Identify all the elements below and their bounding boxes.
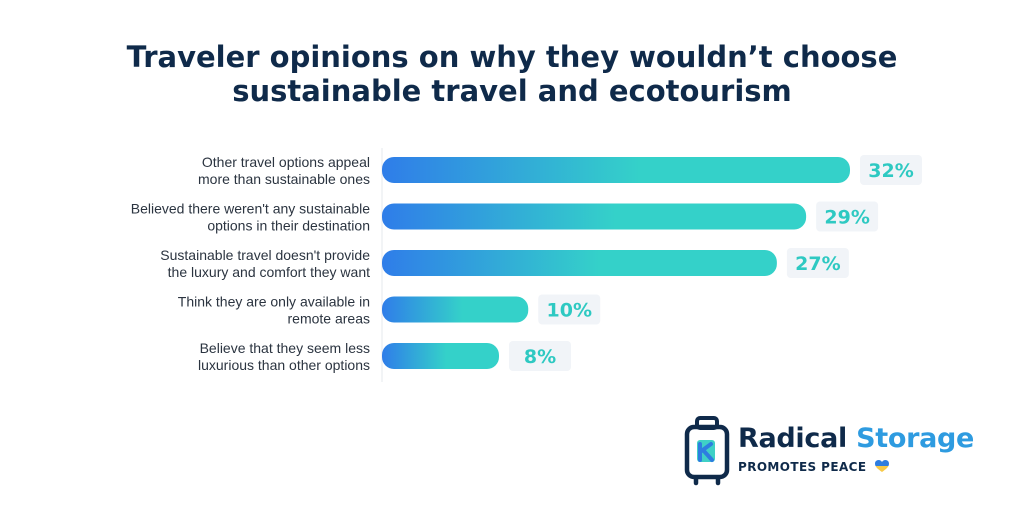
category-label: Believe that they seem less luxurious tha…	[198, 340, 370, 373]
category-label: Believed there weren't any sustainable op…	[131, 201, 370, 234]
chart-title-line-1: Traveler opinions on why they wouldn’t c…	[126, 40, 898, 74]
value-label-bg	[509, 341, 571, 371]
value-label: 27%	[795, 253, 840, 275]
brand-tagline: PROMOTES PEACE	[738, 460, 890, 474]
brand-name: Radical Storage	[738, 424, 974, 454]
category-label: Sustainable travel doesn't provide the lu…	[160, 247, 370, 280]
heart-icon	[875, 460, 890, 472]
value-label: 10%	[547, 300, 592, 322]
value-label-bg	[816, 201, 879, 232]
value-label: 29%	[824, 207, 869, 229]
brand-name-part1: Radical	[738, 423, 847, 454]
chart-title: Traveler opinions on why they wouldn’t c…	[0, 40, 1024, 108]
value-label: 8%	[524, 346, 556, 368]
chart-title-line-2: sustainable travel and ecotourism	[232, 74, 792, 108]
brand-tagline-text: PROMOTES PEACE	[738, 460, 867, 474]
value-label-bg	[860, 155, 922, 185]
brand-logo: Radical Storage PROMOTES PEACE	[684, 416, 1004, 486]
luggage-icon	[684, 416, 730, 486]
bar	[382, 250, 777, 276]
value-label: 32%	[868, 160, 913, 182]
category-label: Think they are only available in remote a…	[178, 294, 370, 327]
bar	[382, 157, 850, 183]
value-label-bg	[538, 294, 601, 325]
brand-name-part2: Storage	[856, 423, 975, 454]
value-label-bg	[786, 248, 849, 278]
bar	[382, 203, 807, 230]
category-label: Other travel options appeal more than sus…	[198, 154, 370, 187]
bar	[382, 343, 499, 369]
bar	[382, 296, 529, 323]
